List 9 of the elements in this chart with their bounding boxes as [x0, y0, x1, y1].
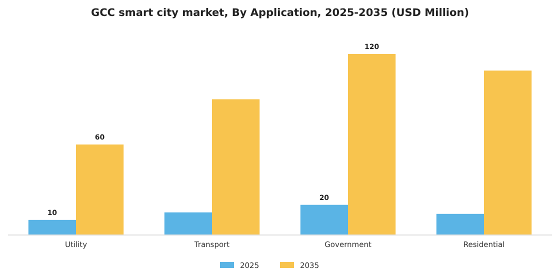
- bar: [436, 214, 484, 235]
- bar: [300, 204, 348, 235]
- bar: [28, 220, 76, 235]
- bar: [212, 99, 260, 235]
- bar: [348, 54, 396, 235]
- chart-title: GCC smart city market, By Application, 2025-2035 (USD Million): [90, 7, 470, 19]
- bar: [76, 144, 124, 235]
- bar: [484, 70, 532, 235]
- bar: [164, 212, 212, 235]
